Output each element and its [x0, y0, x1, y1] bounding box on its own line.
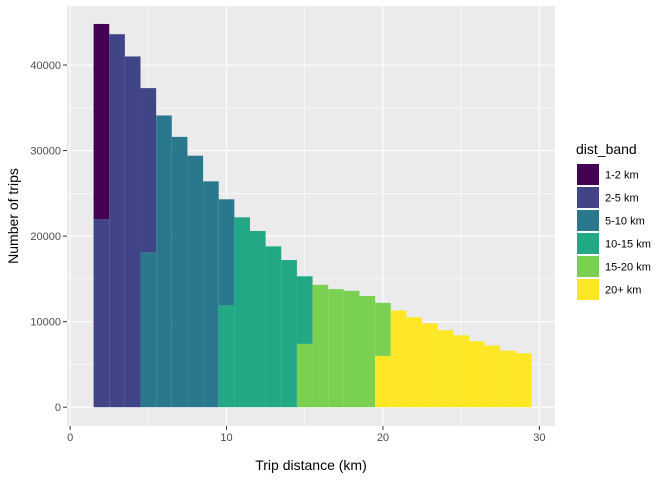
bar-segment	[140, 88, 157, 253]
y-axis: 0 10000 20000 30000 40000	[30, 60, 67, 414]
bar-segment	[109, 34, 125, 408]
legend-swatch	[577, 256, 599, 277]
bar-segment	[453, 335, 469, 408]
bar-segment	[296, 343, 313, 408]
bar-segment	[187, 155, 204, 408]
x-tick-label: 30	[533, 432, 545, 444]
bar-segment	[93, 23, 110, 219]
bar-segment	[171, 136, 188, 408]
bar-segment	[359, 295, 376, 408]
bar-segment	[124, 56, 141, 408]
bar-segment	[406, 317, 423, 408]
legend-label: 15-20 km	[605, 262, 651, 274]
legend-swatch	[577, 187, 599, 208]
legend-swatch	[577, 233, 599, 254]
legend: dist_band 1-2 km 2-5 km 5-10 km 10-15 km 15-…	[576, 141, 651, 300]
bar-segment	[296, 276, 313, 344]
bars	[93, 23, 532, 408]
x-tick-label: 10	[220, 432, 232, 444]
y-tick-label: 20000	[30, 231, 61, 243]
bar-segment	[312, 284, 329, 408]
bar-segment	[93, 218, 110, 408]
legend-title: dist_band	[576, 141, 637, 157]
bar-segment	[281, 260, 297, 408]
x-tick-label: 0	[67, 432, 73, 444]
bar-segment	[328, 289, 344, 408]
y-tick-label: 40000	[30, 60, 61, 72]
legend-label: 1-2 km	[605, 170, 639, 182]
legend-label: 2-5 km	[605, 193, 639, 205]
bar-segment	[234, 217, 250, 408]
y-tick-label: 10000	[30, 317, 61, 329]
bar-segment	[500, 350, 516, 408]
bar-segment	[515, 353, 532, 408]
y-axis-title: Number of trips	[5, 168, 21, 264]
bar-segment	[203, 181, 219, 408]
bar-segment	[218, 305, 235, 408]
bar-segment	[437, 330, 454, 408]
bar-segment	[468, 341, 485, 408]
bar-segment	[375, 355, 391, 408]
bar-segment	[265, 246, 282, 408]
bar-segment	[375, 302, 391, 356]
bar-segment	[422, 323, 438, 408]
y-tick-label: 0	[55, 402, 61, 414]
legend-swatch	[577, 164, 599, 185]
bar-segment	[390, 310, 407, 408]
x-axis: 0 10 20 30	[67, 426, 545, 444]
bar-segment	[140, 252, 157, 408]
x-tick-label: 20	[377, 432, 389, 444]
legend-label: 20+ km	[605, 285, 641, 297]
x-axis-title: Trip distance (km)	[255, 457, 367, 473]
legend-label: 5-10 km	[605, 216, 645, 228]
y-tick-label: 30000	[30, 146, 61, 158]
legend-swatch	[577, 210, 599, 231]
bar-segment	[218, 199, 235, 306]
bar-segment	[250, 230, 266, 408]
bar-segment	[343, 290, 360, 408]
bar-segment	[156, 115, 172, 408]
legend-swatch	[577, 279, 599, 300]
legend-label: 10-15 km	[605, 239, 651, 251]
bar-segment	[484, 345, 501, 408]
